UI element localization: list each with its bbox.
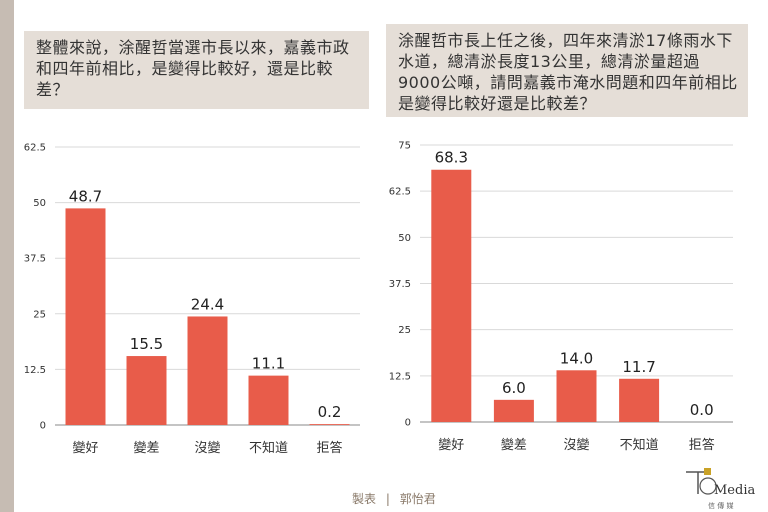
data-label: 24.4 (191, 295, 224, 313)
category-label: 變差 (133, 440, 159, 456)
data-label: 6.0 (502, 379, 526, 397)
y-tick-label: 37.5 (24, 254, 46, 265)
data-label: 68.3 (435, 149, 468, 167)
media-logo: Media 信 傳 媒 (686, 468, 755, 510)
y-tick-label: 75 (398, 141, 411, 152)
left-accent-bar (0, 0, 14, 512)
bar (309, 424, 350, 425)
data-label: 15.5 (130, 335, 163, 353)
category-label: 拒答 (689, 437, 715, 453)
question-1-box: 整體來說，涂醒哲當選市長以來，嘉義市政和四年前相比，是變得比較好，還是比較差？ (24, 31, 369, 109)
y-tick-label: 0 (405, 418, 411, 429)
footer-author: 郭怡君 (399, 492, 436, 506)
category-label: 沒變 (563, 437, 589, 453)
bar (126, 356, 167, 425)
y-tick-label: 25 (398, 325, 411, 336)
category-label: 變差 (501, 437, 527, 453)
data-label: 0.0 (690, 401, 714, 419)
bar (248, 375, 289, 425)
data-label: 48.7 (69, 187, 102, 205)
category-label: 變好 (438, 437, 464, 453)
y-tick-label: 37.5 (389, 279, 411, 290)
data-label: 11.7 (622, 358, 655, 376)
question-1-text: 整體來說，涂醒哲當選市長以來，嘉義市政和四年前相比，是變得比較好，還是比較差？ (36, 38, 350, 99)
bar (619, 378, 660, 422)
data-label: 11.1 (252, 355, 285, 373)
question-2-box: 涂醒哲市長上任之後，四年來清淤17條雨水下水道，總清淤長度13公里，總清淤量超過… (386, 24, 748, 117)
bar (431, 169, 472, 422)
bar (65, 208, 106, 425)
y-tick-label: 62.5 (389, 187, 411, 198)
y-tick-label: 62.5 (24, 143, 46, 154)
data-label: 0.2 (318, 403, 342, 421)
logo-text: Media (714, 483, 755, 498)
category-label: 不知道 (620, 437, 659, 453)
y-tick-label: 50 (33, 198, 46, 209)
category-label: 沒變 (194, 440, 220, 456)
y-tick-label: 25 (33, 309, 46, 320)
bar (493, 399, 534, 422)
category-label: 拒答 (316, 440, 342, 456)
y-tick-label: 12.5 (24, 365, 46, 376)
category-label: 不知道 (249, 440, 288, 456)
category-label: 變好 (72, 440, 98, 456)
footer-label: 製表 (352, 492, 377, 506)
y-tick-label: 12.5 (389, 371, 411, 382)
footer-credit: 製表 | 郭怡君 (352, 490, 442, 507)
data-label: 14.0 (560, 349, 593, 367)
y-tick-label: 0 (40, 421, 46, 432)
footer-separator: | (385, 492, 390, 506)
y-tick-label: 50 (398, 233, 411, 244)
question-2-text: 涂醒哲市長上任之後，四年來清淤17條雨水下水道，總清淤長度13公里，總清淤量超過… (398, 31, 738, 113)
bar (187, 316, 228, 425)
bar (556, 370, 597, 422)
logo-subtext: 信 傳 媒 (708, 501, 733, 510)
